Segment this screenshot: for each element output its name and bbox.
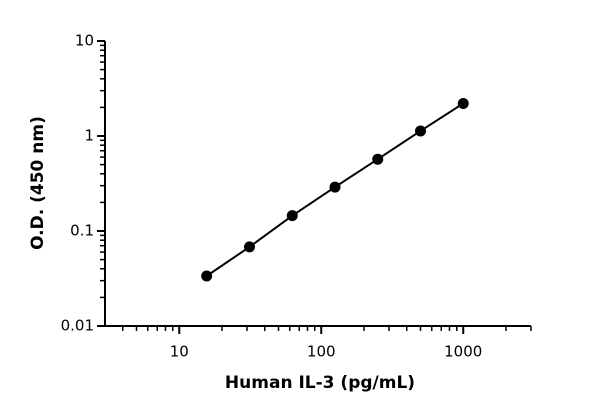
y-tick-label: 0.1: [70, 222, 94, 240]
data-point: [201, 270, 213, 282]
data-point: [372, 153, 384, 165]
x-tick-label: 100: [307, 343, 336, 361]
y-tick-label: 10: [75, 32, 94, 50]
data-point: [286, 210, 298, 222]
y-tick-label: 0.01: [61, 317, 94, 335]
data-point: [244, 241, 256, 253]
data-point: [457, 97, 469, 109]
x-tick-label: 10: [170, 343, 189, 361]
y-tick-label: 1: [84, 127, 94, 145]
data-point: [415, 125, 427, 137]
x-tick-label: 1000: [444, 343, 482, 361]
x-axis-title: Human IL-3 (pg/mL): [225, 373, 415, 393]
y-axis-title: O.D. (450 nm): [28, 116, 48, 250]
data-point: [329, 181, 341, 193]
